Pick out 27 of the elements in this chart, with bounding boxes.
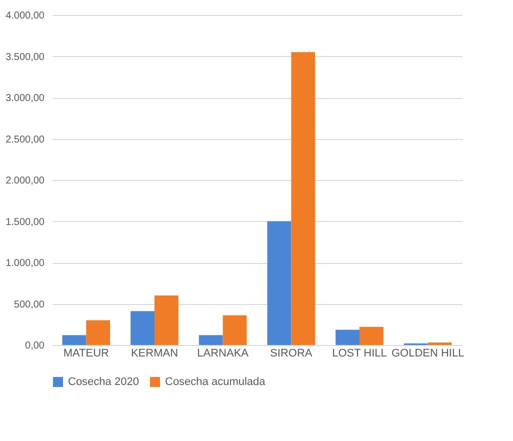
y-tick-label: 3.500,00 bbox=[6, 52, 45, 63]
x-tick-label: LOST HILL bbox=[332, 348, 387, 360]
legend-label: Cosecha 2020 bbox=[68, 376, 139, 388]
y-tick-label: 3.000,00 bbox=[6, 93, 45, 104]
bar bbox=[336, 330, 360, 345]
bar bbox=[62, 335, 86, 345]
bar bbox=[222, 315, 247, 345]
legend-label: Cosecha acumulada bbox=[165, 376, 266, 388]
bar bbox=[267, 221, 292, 345]
bar bbox=[130, 311, 154, 345]
y-tick-label: 0,00 bbox=[25, 340, 45, 352]
bar bbox=[198, 335, 223, 345]
bar bbox=[86, 320, 110, 345]
y-tick-label: 1.000,00 bbox=[6, 258, 45, 269]
x-tick-label: MATEUR bbox=[63, 348, 110, 360]
x-tick-label: GOLDEN HILL bbox=[391, 348, 464, 360]
y-tick-label: 4.000,00 bbox=[6, 10, 45, 22]
bar bbox=[291, 52, 316, 345]
x-tick-label: SIRORA bbox=[270, 348, 313, 360]
bar bbox=[154, 296, 178, 345]
y-tick-label: 1.500,00 bbox=[6, 216, 45, 228]
bar bbox=[360, 326, 384, 345]
x-tick-label: KERMAN bbox=[130, 348, 178, 360]
y-tick-label: 2.500,00 bbox=[6, 134, 45, 146]
y-tick-label: 2.000,00 bbox=[6, 176, 45, 186]
x-tick-label: LARNAKA bbox=[197, 348, 250, 360]
y-tick-label: 500,00 bbox=[14, 299, 45, 310]
